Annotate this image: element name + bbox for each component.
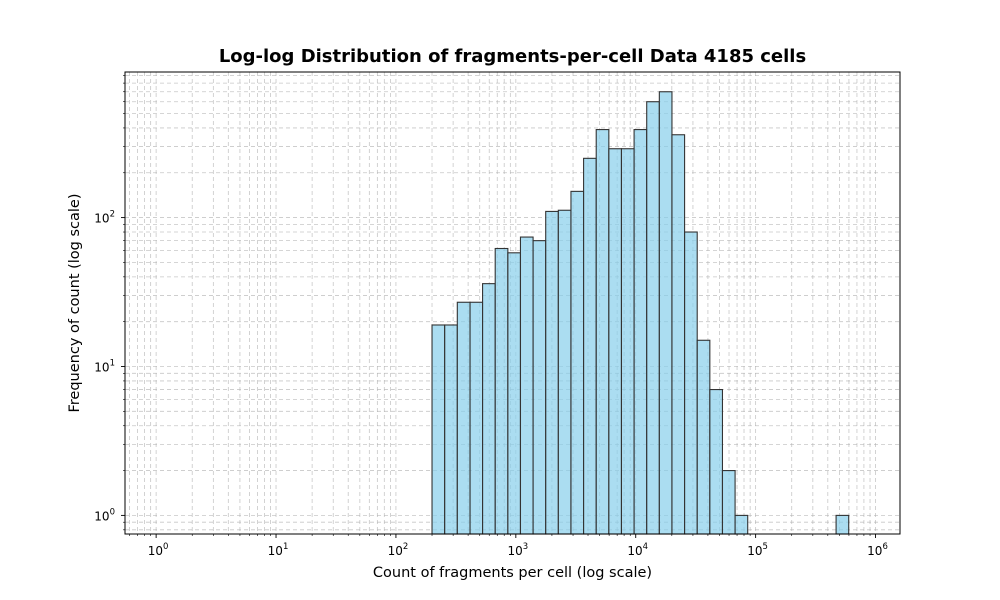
chart-title: Log-log Distribution of fragments-per-ce… <box>218 46 807 67</box>
x-tick-label: 100 <box>148 542 169 558</box>
histogram-bar <box>532 240 547 535</box>
histogram-bar <box>721 470 736 535</box>
histogram-bar <box>696 339 711 535</box>
histogram-bar <box>456 301 471 535</box>
histogram-bar <box>658 91 673 535</box>
x-axis-label: Count of fragments per cell (log scale) <box>372 565 653 581</box>
y-tick-label: 101 <box>94 358 115 374</box>
histogram-bar <box>494 247 509 535</box>
histogram-bar <box>646 101 660 535</box>
histogram-bar <box>583 157 597 535</box>
histogram-bar <box>570 190 585 535</box>
histogram-bar <box>519 236 534 535</box>
histogram-bar <box>633 129 648 535</box>
histogram-bar <box>469 301 484 535</box>
histogram-bar <box>608 148 623 535</box>
y-axis-label: Frequency of count (log scale) <box>67 193 83 413</box>
histogram-bar <box>684 231 698 535</box>
x-tick-label: 103 <box>507 542 528 558</box>
x-tick-label: 102 <box>388 542 409 558</box>
x-tick-label: 106 <box>867 542 888 558</box>
histogram-bar <box>835 514 850 535</box>
histogram-bar <box>545 210 559 535</box>
histogram-bar <box>557 209 572 535</box>
y-tick-label: 102 <box>94 210 115 226</box>
histogram-bar <box>734 514 749 535</box>
histogram-bar <box>507 252 522 535</box>
histogram-bar <box>595 129 610 535</box>
histogram-bar <box>431 324 446 535</box>
histogram-bar <box>709 389 724 535</box>
y-tick-label: 100 <box>94 507 115 523</box>
histogram-bar <box>620 148 635 535</box>
x-tick-label: 101 <box>268 542 289 558</box>
x-tick-label: 105 <box>747 542 768 558</box>
histogram-bar <box>671 134 686 535</box>
bars-layer <box>431 91 850 535</box>
histogram-bar <box>444 324 458 535</box>
x-tick-label: 104 <box>627 542 648 558</box>
histogram-bar <box>482 283 496 535</box>
axes-frame <box>124 71 901 535</box>
